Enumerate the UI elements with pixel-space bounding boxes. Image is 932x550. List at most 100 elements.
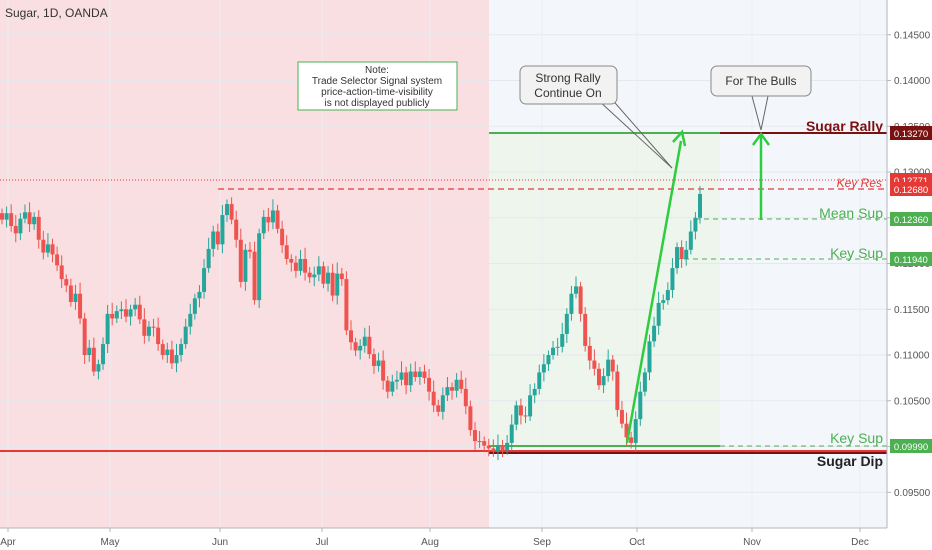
bullish-candle (335, 273, 340, 296)
bearish-candle (59, 265, 64, 280)
bullish-candle (45, 244, 50, 253)
bullish-candle (358, 345, 363, 351)
time-tick-label: Dec (851, 537, 869, 548)
candles (0, 186, 702, 461)
bullish-candle (183, 326, 188, 345)
bearish-candle (500, 445, 505, 451)
bearish-candle (450, 387, 455, 391)
time-tick-label: Jul (316, 537, 329, 548)
bearish-candle (413, 371, 418, 378)
price-tick-label: 0.11000 (894, 351, 930, 362)
note-line-1: Trade Selector Signal system (312, 76, 442, 87)
bullish-candle (96, 364, 101, 372)
bearish-candle (234, 219, 239, 240)
bullish-candle (4, 213, 9, 220)
bullish-candle (505, 442, 510, 451)
bearish-candle (151, 326, 156, 328)
bullish-candle (390, 381, 395, 392)
time-tick-label: Apr (0, 537, 16, 548)
bearish-candle (629, 437, 634, 443)
bullish-candle (514, 405, 519, 425)
bearish-candle (91, 347, 96, 372)
bullish-candle (665, 290, 670, 301)
bearish-candle (472, 430, 477, 442)
bearish-candle (266, 216, 271, 223)
bearish-candle (55, 254, 60, 266)
bearish-candle (293, 262, 298, 271)
bearish-candle (238, 239, 243, 282)
key-sup-upper-label: Key Sup (830, 245, 883, 261)
time-tick-label: Aug (421, 537, 439, 548)
bullish-candle (105, 313, 110, 345)
time-tick-label: May (101, 537, 120, 548)
bearish-candle (27, 212, 32, 225)
bullish-candle (225, 204, 230, 216)
bearish-candle (110, 313, 115, 319)
key-res-label: Key Res (837, 176, 882, 190)
price-tick-label: 0.14000 (894, 76, 931, 87)
bullish-candle (146, 326, 151, 336)
rally-callout-pointer-a (608, 95, 673, 169)
bullish-candle (652, 325, 657, 342)
bullish-candle (243, 249, 248, 282)
bullish-candle (202, 268, 207, 292)
bullish-candle (18, 218, 23, 234)
note-box (297, 61, 458, 111)
sugar-rally-label: Sugar Rally (806, 118, 883, 134)
key-sup-upper-price-tag (890, 252, 932, 266)
bulls-callout-pointer-a (751, 95, 762, 131)
bearish-candle (592, 360, 597, 369)
bearish-candle (385, 380, 390, 392)
bearish-candle (463, 388, 468, 407)
time-tick-label: Nov (743, 537, 761, 548)
bullish-candle (326, 272, 331, 284)
bearish-candle (68, 285, 73, 302)
bearish-candle (82, 318, 87, 356)
bullish-rectangle-zone (489, 133, 720, 446)
bullish-candle (312, 274, 317, 278)
bullish-candle (661, 300, 666, 303)
bearish-candle (156, 327, 161, 345)
time-tick-label: Sep (533, 537, 551, 548)
time-tick-label: Jun (212, 537, 228, 548)
bullish-candle (316, 266, 321, 275)
bullish-candle (693, 217, 698, 232)
bullish-candle (569, 293, 574, 314)
bearish-candle (307, 272, 312, 278)
bearish-candle (284, 245, 289, 259)
bearish-candle (436, 405, 441, 412)
bullish-candle (440, 395, 445, 412)
bullish-candle (537, 372, 542, 389)
bearish-candle (371, 354, 376, 367)
bullish-candle (606, 359, 611, 377)
bullish-candle (675, 247, 680, 269)
bullish-candle (179, 344, 184, 356)
bearish-candle (468, 406, 473, 431)
bullish-candle (408, 371, 413, 386)
bullish-candle (560, 334, 565, 347)
sugar-rally-price: 0.13270 (894, 129, 928, 140)
bullish-candle (22, 212, 27, 219)
bullish-candle (477, 441, 482, 443)
bearish-candle (330, 272, 335, 296)
price-axis-panel (887, 0, 932, 550)
bearish-candle (36, 216, 41, 240)
bearish-candle (404, 372, 409, 386)
price-tick-label: 0.10500 (894, 396, 931, 407)
bearish-candle (289, 258, 294, 263)
bulls-arrowhead-icon (751, 131, 771, 146)
sugar-rally-price-tag (890, 126, 932, 140)
bullish-candle (684, 249, 689, 259)
bearish-candle (349, 330, 353, 343)
strong-rally-trend-line (625, 140, 683, 444)
time-axis-ticks: Apr May Jun Jul Aug Sep Oct Nov Dec (0, 528, 869, 548)
rally-callout-line-1: Strong Rally (535, 71, 600, 85)
bullish-candle (399, 372, 404, 380)
bullish-candle (119, 309, 124, 312)
bearish-candle (523, 415, 528, 417)
for-the-bulls-callout (710, 65, 812, 97)
bearish-candle (0, 213, 4, 220)
bullish-candle (101, 344, 106, 365)
bullish-candle (87, 347, 92, 356)
